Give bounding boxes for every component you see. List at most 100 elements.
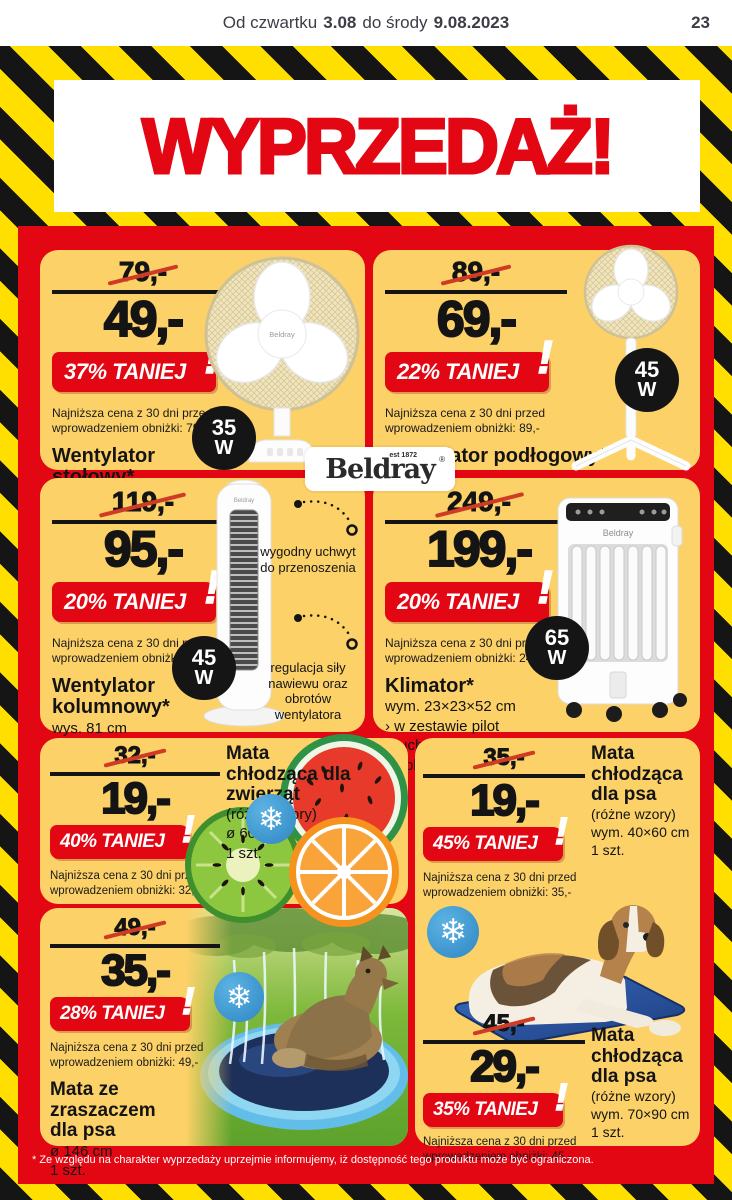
title-banner: WYPRZEDAŻ! [54, 80, 700, 212]
product-name: Klimator* [385, 674, 474, 697]
exclamation-mark: ! [554, 811, 568, 854]
callout-curve [294, 614, 358, 650]
product-card-air-cooler: 249,- 199,- 20% TANIEJ ! Najniższa cena … [373, 478, 700, 774]
price-divider [50, 772, 220, 776]
date-mid: do środy [362, 13, 428, 32]
callout-curve [294, 500, 358, 536]
product-card-desk-fan: 79,- 49,- 37% TANIEJ ! Najniższa cena z … [40, 250, 365, 526]
product-card-pet-mat: 32,- 19,- 40% TANIEJ ! Najniższa cena z … [40, 734, 408, 927]
product-detail: 1 szt. [591, 842, 625, 859]
lowest-price-note: Najniższa cena z 30 dni przed wprowadzen… [385, 635, 547, 666]
price: 49,- [103, 291, 185, 347]
discount-label: 22% TANIEJ [397, 358, 519, 384]
stand-fan-image [571, 244, 691, 471]
wattage-badge: 35 W [192, 406, 256, 470]
watt-value: 35 [211, 415, 237, 441]
old-price: 45,- [477, 1011, 530, 1036]
lowest-price-note: Najniższa cena z 30 dni przed wprowadzen… [385, 405, 546, 436]
product-name: Mata chłodząca dla zwierząt [226, 743, 351, 804]
brand-est: est 1872 [389, 452, 417, 459]
discount-badge: 40% TANIEJ ! [50, 811, 195, 860]
wattage-badge: 45 W [172, 636, 236, 700]
feature-callout: regulacja siły nawiewu oraz obrotów went… [268, 660, 348, 722]
price: 69,- [436, 291, 518, 347]
exclamation-mark: ! [204, 560, 221, 613]
watt-value: 65 [544, 625, 570, 651]
old-price: 89,- [446, 257, 506, 286]
product-detail: 1 szt. [50, 1162, 86, 1180]
price: 19,- [469, 775, 541, 825]
snowflake-badge: ❄ [246, 794, 296, 844]
product-card-sprinkler-mat: 49,- 35,- 28% TANIEJ ! Najniższa cena z … [40, 908, 408, 1179]
discount-badge: 22% TANIEJ ! [385, 333, 554, 392]
feature-callout: wygodny uchwyt do przenoszenia [260, 544, 356, 575]
product-card-stand-fan: 89,- 69,- 22% TANIEJ ! Najniższa cena z … [373, 244, 700, 485]
price-divider [385, 520, 573, 524]
registered-mark: ® [439, 455, 445, 464]
old-price: 32,- [108, 743, 161, 768]
discount-label: 37% TANIEJ [64, 358, 186, 384]
exclamation-mark: ! [554, 1077, 568, 1120]
discount-badge: 37% TANIEJ ! [52, 333, 221, 392]
discount-label: 40% TANIEJ [60, 831, 165, 853]
discount-badge: 28% TANIEJ ! [50, 983, 195, 1032]
product-name: Mata ze zraszaczem dla psa [50, 1079, 156, 1142]
date-prefix: Od czwartku [222, 13, 318, 32]
product-detail: 1 szt. [591, 1124, 625, 1141]
old-price: 249,- [441, 487, 517, 516]
price-divider [52, 290, 234, 294]
wattage-badge: 45 W [615, 348, 679, 412]
lowest-price-note: Najniższa cena z 30 dni przed wprowadzen… [423, 872, 577, 900]
old-price: 35,- [477, 745, 530, 770]
desk-fan-image: Beldray [204, 256, 360, 463]
price-divider [50, 944, 220, 948]
snowflake-icon: ❄ [257, 801, 285, 837]
wattage-badge: 65 W [525, 616, 589, 680]
price: 19,- [100, 773, 172, 823]
discount-badge: 20% TANIEJ ! [385, 563, 554, 622]
discount-badge: 35% TANIEJ ! [423, 1079, 568, 1128]
validity-dates: Od czwartku 3.08 do środy 9.08.2023 [0, 0, 732, 46]
legal-footnote: * Ze względu na charakter wyprzedaży upr… [32, 1154, 594, 1166]
sale-title: WYPRZEDAŻ! [141, 101, 617, 191]
watt-unit: W [194, 666, 214, 689]
discount-label: 20% TANIEJ [397, 588, 519, 614]
lowest-price-note: Najniższa cena z 30 dni przed wprowadzen… [50, 1042, 204, 1070]
old-price: 79,- [113, 257, 173, 286]
exclamation-mark: ! [181, 981, 195, 1024]
brand-name: Beldray [325, 453, 436, 485]
price: 95,- [103, 521, 185, 577]
discount-label: 45% TANIEJ [433, 833, 538, 855]
date-from: 3.08 [323, 13, 357, 32]
discount-badge: 45% TANIEJ ! [423, 813, 568, 862]
header-bar: Od czwartku 3.08 do środy 9.08.2023 23 [0, 0, 732, 46]
discount-label: 20% TANIEJ [64, 588, 186, 614]
product-name: Mata chłodząca dla psa [591, 1025, 683, 1088]
page-number: 23 [691, 13, 710, 32]
watt-value: 45 [191, 645, 217, 671]
product-card-tower-fan: 119,- 95,- 20% TANIEJ ! Najniższa cena z… [40, 478, 365, 756]
watt-unit: W [547, 646, 567, 669]
exclamation-mark: ! [537, 560, 554, 613]
product-name: Wentylator kolumnowy* [52, 674, 170, 719]
snowflake-icon: ❄ [225, 979, 253, 1015]
snowflake-icon: ❄ [438, 913, 468, 951]
old-price: 119,- [106, 487, 180, 516]
price-divider [52, 520, 234, 524]
orange-mat-image [289, 817, 399, 927]
discount-label: 35% TANIEJ [433, 1099, 538, 1121]
product-detail: wym. 70×90 cm [591, 1106, 690, 1123]
brand-logo: est 1872 Beldray ® [305, 447, 455, 491]
product-detail: wym. 23×23×52 cm [385, 698, 516, 716]
date-to: 9.08.2023 [433, 13, 510, 32]
watt-unit: W [214, 436, 234, 459]
lowest-price-note: Najniższa cena z 30 dni przed wprowadzen… [52, 405, 213, 436]
product-detail: wym. 40×60 cm [591, 824, 690, 841]
svg-text:Beldray: Beldray [269, 330, 295, 339]
old-price: 49,- [108, 915, 161, 940]
snowflake-badge: ❄ [214, 972, 264, 1022]
watt-value: 45 [634, 357, 660, 383]
product-detail: ø 146 cm [50, 1142, 113, 1160]
discount-label: 28% TANIEJ [60, 1003, 165, 1025]
